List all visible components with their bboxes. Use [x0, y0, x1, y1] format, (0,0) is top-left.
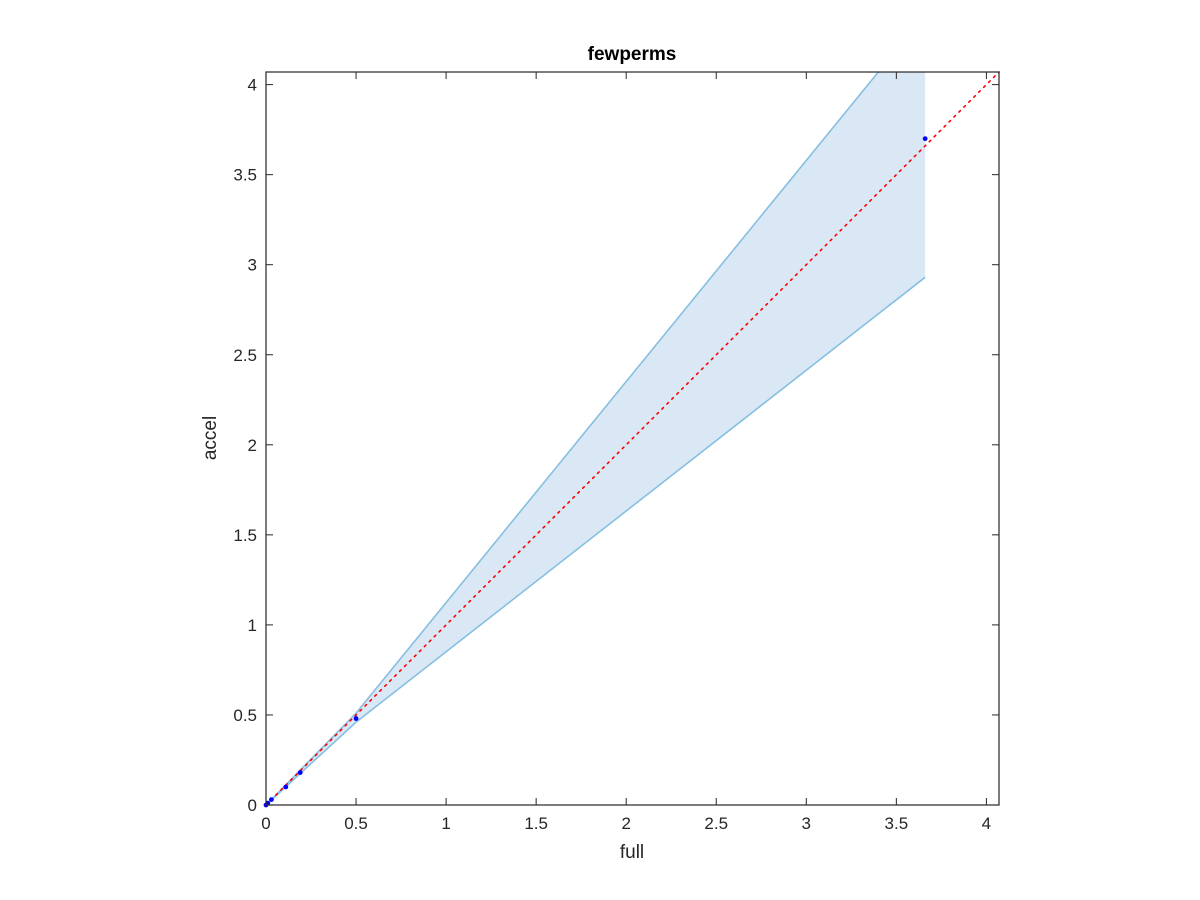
data-point — [283, 784, 289, 790]
x-tick-label: 2 — [621, 814, 630, 833]
y-axis: 0 0.5 1 1.5 2 2.5 3 3.5 4 — [233, 76, 999, 815]
reference-line — [265, 71, 1000, 806]
data-point — [297, 770, 303, 775]
data-points — [263, 136, 928, 808]
x-tick-label: 0 — [261, 814, 270, 833]
x-axis: 0 0.5 1 1.5 2 2.5 3 3.5 4 — [261, 72, 991, 833]
band-lower-edge — [265, 276, 926, 806]
y-tick-label: 3 — [248, 256, 257, 275]
y-tick-label: 4 — [248, 76, 257, 95]
data-point — [265, 800, 271, 806]
x-tick-label: 4 — [982, 814, 991, 833]
y-tick-label: 3.5 — [233, 166, 257, 185]
data-point — [922, 136, 928, 142]
y-tick-label: 2 — [248, 436, 257, 455]
x-tick-label: 2.5 — [704, 814, 728, 833]
data-point — [353, 716, 359, 721]
x-axis-label: full — [620, 842, 644, 863]
y-tick-label: 2.5 — [233, 346, 257, 365]
x-tick-label: 1 — [441, 814, 450, 833]
y-tick-label: 0.5 — [233, 706, 257, 725]
reference-line-layer — [265, 71, 1000, 806]
plot-frame — [265, 71, 1000, 806]
data-point — [269, 797, 274, 802]
y-tick-label: 1 — [248, 616, 257, 635]
chart-title: fewperms — [588, 44, 677, 65]
x-tick-label: 3.5 — [885, 814, 909, 833]
y-axis-label: accel — [200, 416, 221, 460]
y-tick-label: 1.5 — [233, 526, 257, 545]
x-tick-label: 1.5 — [524, 814, 548, 833]
x-tick-label: 0.5 — [344, 814, 368, 833]
x-tick-label: 3 — [802, 814, 811, 833]
y-tick-label: 0 — [248, 796, 257, 815]
